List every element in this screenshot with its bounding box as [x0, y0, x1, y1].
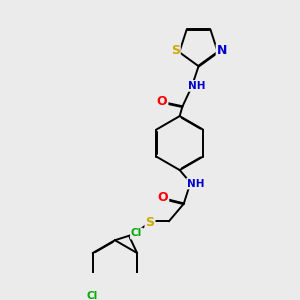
Text: Cl: Cl	[87, 290, 98, 300]
Text: O: O	[157, 95, 167, 108]
Text: O: O	[158, 191, 168, 204]
Text: S: S	[171, 44, 180, 57]
Text: NH: NH	[188, 81, 206, 91]
Text: NH: NH	[187, 178, 205, 189]
Text: Cl: Cl	[131, 229, 142, 238]
Text: N: N	[217, 44, 227, 57]
Text: S: S	[146, 216, 154, 229]
